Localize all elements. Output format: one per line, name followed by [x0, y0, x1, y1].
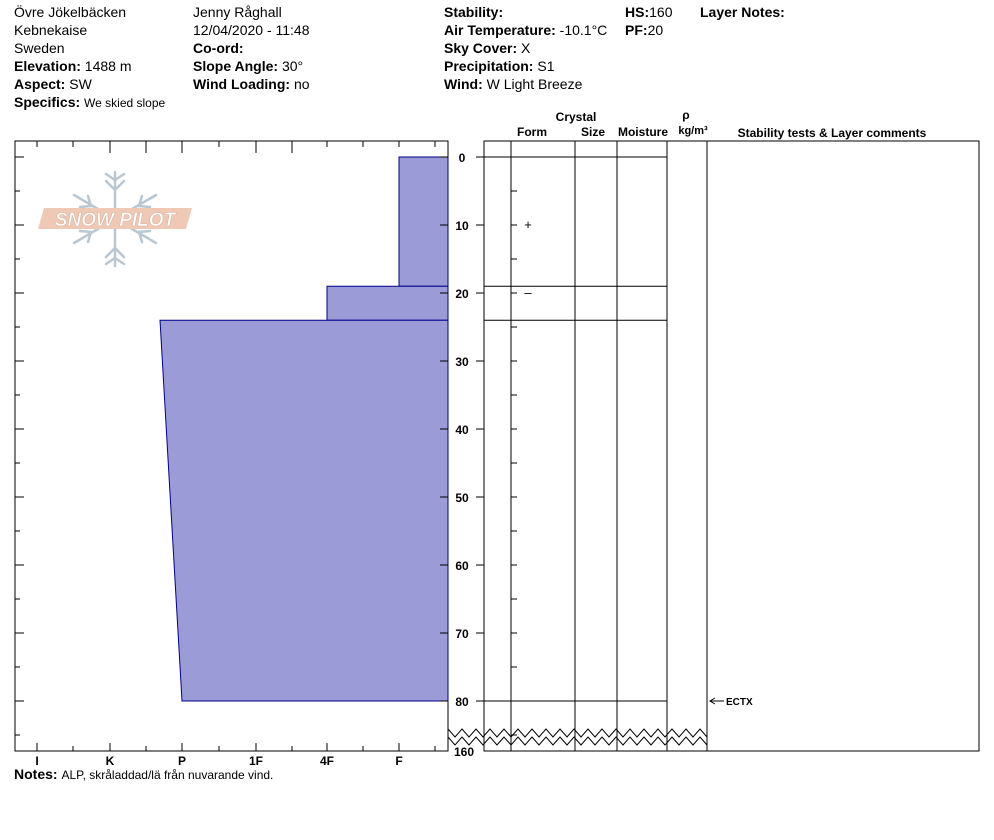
depth-label-20: 20	[455, 287, 469, 301]
air-temperature-label: Air Temperature:	[444, 22, 556, 38]
moisture-header: Moisture	[618, 125, 668, 139]
observer-name: Jenny Råghall	[193, 4, 282, 20]
hardness-label-P: P	[178, 754, 186, 768]
hs-value: 160	[649, 4, 673, 20]
hs-label: HS:	[625, 4, 650, 20]
precipitation-value: S1	[537, 58, 555, 74]
depth-break-zigzag-lower	[447, 736, 708, 746]
hardness-layer-2	[326, 285, 449, 321]
stability-test-arrowhead	[709, 697, 716, 705]
density-unit-header: kg/m³	[678, 125, 708, 137]
wind-label: Wind:	[444, 76, 483, 92]
logo-banner	[38, 208, 192, 229]
depth-label-10: 10	[455, 219, 469, 233]
logo-text: SNOW PILOT	[55, 210, 177, 231]
aspect-value: SW	[69, 76, 92, 92]
depth-label-40: 40	[455, 423, 469, 437]
depth-label-60: 60	[455, 559, 469, 573]
hardness-layer-1	[398, 156, 449, 287]
snowpilot-logo: SNOW PILOT	[38, 170, 192, 268]
elevation-value: 1488 m	[84, 58, 132, 74]
grain-form-symbol: –	[524, 285, 532, 300]
wind-value: W Light Breeze	[486, 76, 583, 92]
elevation-label: Elevation:	[14, 58, 81, 74]
stability-tests-header: Stability tests & Layer comments	[738, 126, 927, 140]
specifics: Specifics: We skied slope	[14, 93, 165, 112]
stability-label: Stability:	[444, 4, 504, 20]
depth-label-70: 70	[455, 627, 469, 641]
wind: Wind: W Light Breeze	[444, 75, 582, 93]
observation-datetime: 12/04/2020 - 11:48	[193, 22, 310, 38]
hardness-label-K: K	[106, 754, 115, 768]
layer-notes-label: Layer Notes:	[700, 4, 785, 20]
wind-loading: Wind Loading: no	[193, 75, 310, 93]
hs: HS:160	[625, 3, 672, 21]
depth-label-80: 80	[455, 695, 469, 709]
crystal-header: Crystal	[556, 110, 597, 124]
slope-angle-value: 30°	[281, 58, 304, 74]
pf-label: PF:	[625, 22, 648, 38]
specifics-value: We skied slope	[84, 96, 166, 110]
precipitation-label: Precipitation:	[444, 58, 534, 74]
grain-form-symbol: +	[524, 217, 532, 232]
hardness-label-F: F	[395, 754, 402, 768]
slope-angle: Slope Angle: 30°	[193, 57, 303, 75]
stability-test-label: ECTX	[726, 697, 753, 708]
depth-label-bottom: 160	[454, 745, 474, 759]
region-name: Kebnekaise	[14, 22, 88, 38]
sky-cover-label: Sky Cover:	[444, 40, 518, 56]
location-name: Övre Jökelbäcken	[14, 4, 127, 20]
notes: Notes: ALP, skråladdad/lä från nuvarande…	[14, 765, 273, 784]
depth-label-30: 30	[455, 355, 469, 369]
wind-loading-label: Wind Loading:	[193, 76, 291, 92]
depth-label-0: 0	[459, 151, 466, 165]
coord-label: Co-ord:	[193, 40, 244, 56]
pf-value: 20	[647, 22, 664, 38]
aspect-label: Aspect:	[14, 76, 66, 92]
notes-label: Notes:	[14, 766, 58, 782]
specifics-label: Specifics:	[14, 94, 81, 110]
country-name: Sweden	[14, 40, 65, 56]
slope-angle-label: Slope Angle:	[193, 58, 279, 74]
pf: PF:20	[625, 21, 663, 39]
notes-value: ALP, skråladdad/lä från nuvarande vind.	[61, 768, 274, 782]
layer-table-frame	[483, 140, 980, 752]
sky-cover: Sky Cover: X	[444, 39, 530, 57]
precipitation: Precipitation: S1	[444, 57, 554, 75]
hardness-layer-3	[159, 319, 449, 702]
hardness-label-4F: 4F	[320, 754, 334, 768]
elevation: Elevation: 1488 m	[14, 57, 132, 75]
hardness-label-1F: 1F	[249, 754, 263, 768]
wind-loading-value: no	[293, 76, 310, 92]
air-temperature: Air Temperature: -10.1°C	[444, 21, 607, 39]
depth-label-50: 50	[455, 491, 469, 505]
air-temperature-value: -10.1°C	[559, 22, 608, 38]
depth-break-zigzag	[447, 728, 708, 738]
rho-header: ρ	[682, 108, 689, 122]
sky-cover-value: X	[521, 40, 531, 56]
aspect: Aspect: SW	[14, 75, 92, 93]
form-header: Form	[517, 125, 547, 139]
hardness-label-I: I	[35, 754, 38, 768]
size-header: Size	[581, 125, 605, 139]
